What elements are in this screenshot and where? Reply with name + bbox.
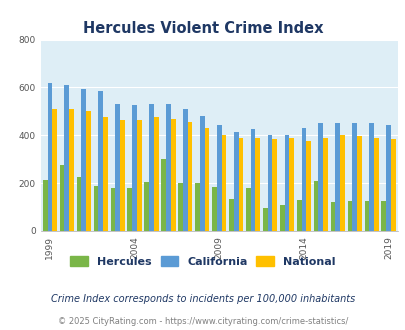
Text: Hercules Violent Crime Index: Hercules Violent Crime Index [83, 21, 322, 36]
Bar [98, 91, 103, 231]
Bar [166, 104, 171, 231]
Bar [144, 182, 149, 231]
Bar [373, 138, 378, 231]
Bar [132, 105, 136, 231]
Bar [279, 205, 284, 231]
Bar [171, 118, 175, 231]
Bar [305, 141, 310, 231]
Bar [289, 138, 293, 231]
Bar [330, 202, 335, 231]
Bar [153, 117, 158, 231]
Bar [183, 109, 187, 231]
Bar [233, 132, 238, 231]
Bar [352, 123, 356, 231]
Bar [347, 201, 352, 231]
Legend: Hercules, California, National: Hercules, California, National [70, 256, 335, 267]
Text: © 2025 CityRating.com - https://www.cityrating.com/crime-statistics/: © 2025 CityRating.com - https://www.city… [58, 317, 347, 326]
Bar [369, 123, 373, 231]
Bar [216, 124, 221, 231]
Bar [313, 181, 318, 231]
Bar [245, 188, 250, 231]
Bar [335, 123, 339, 231]
Bar [211, 187, 216, 231]
Bar [318, 123, 322, 231]
Bar [250, 129, 255, 231]
Bar [284, 135, 289, 231]
Bar [356, 137, 361, 231]
Bar [339, 135, 344, 231]
Bar [77, 177, 81, 231]
Bar [262, 208, 267, 231]
Bar [127, 188, 132, 231]
Bar [43, 180, 47, 231]
Bar [199, 116, 204, 231]
Bar [94, 185, 98, 231]
Bar [120, 120, 124, 231]
Bar [115, 104, 120, 231]
Bar [52, 109, 57, 231]
Bar [272, 139, 277, 231]
Bar [69, 109, 74, 231]
Bar [238, 138, 243, 231]
Bar [60, 165, 64, 231]
Bar [255, 138, 260, 231]
Bar [149, 104, 153, 231]
Bar [187, 122, 192, 231]
Bar [64, 85, 69, 231]
Bar [296, 200, 301, 231]
Bar [161, 159, 166, 231]
Bar [322, 138, 327, 231]
Bar [86, 112, 91, 231]
Bar [267, 135, 272, 231]
Bar [385, 124, 390, 231]
Bar [301, 128, 305, 231]
Bar [204, 128, 209, 231]
Bar [195, 183, 199, 231]
Bar [110, 188, 115, 231]
Bar [390, 139, 395, 231]
Bar [381, 201, 385, 231]
Bar [178, 183, 183, 231]
Bar [228, 199, 233, 231]
Bar [103, 117, 108, 231]
Bar [364, 201, 369, 231]
Bar [136, 120, 141, 231]
Text: Crime Index corresponds to incidents per 100,000 inhabitants: Crime Index corresponds to incidents per… [51, 294, 354, 304]
Bar [81, 89, 86, 231]
Bar [47, 83, 52, 231]
Bar [221, 135, 226, 231]
